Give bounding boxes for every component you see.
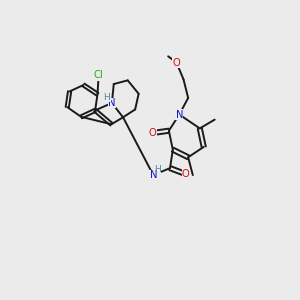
Text: N: N [176,110,183,119]
Text: N: N [108,98,116,108]
Text: N: N [149,170,157,180]
Text: O: O [149,128,157,138]
Text: H: H [103,93,110,102]
Text: O: O [173,58,180,68]
Text: Cl: Cl [94,70,103,80]
Text: O: O [182,169,190,179]
Text: H: H [154,166,161,175]
